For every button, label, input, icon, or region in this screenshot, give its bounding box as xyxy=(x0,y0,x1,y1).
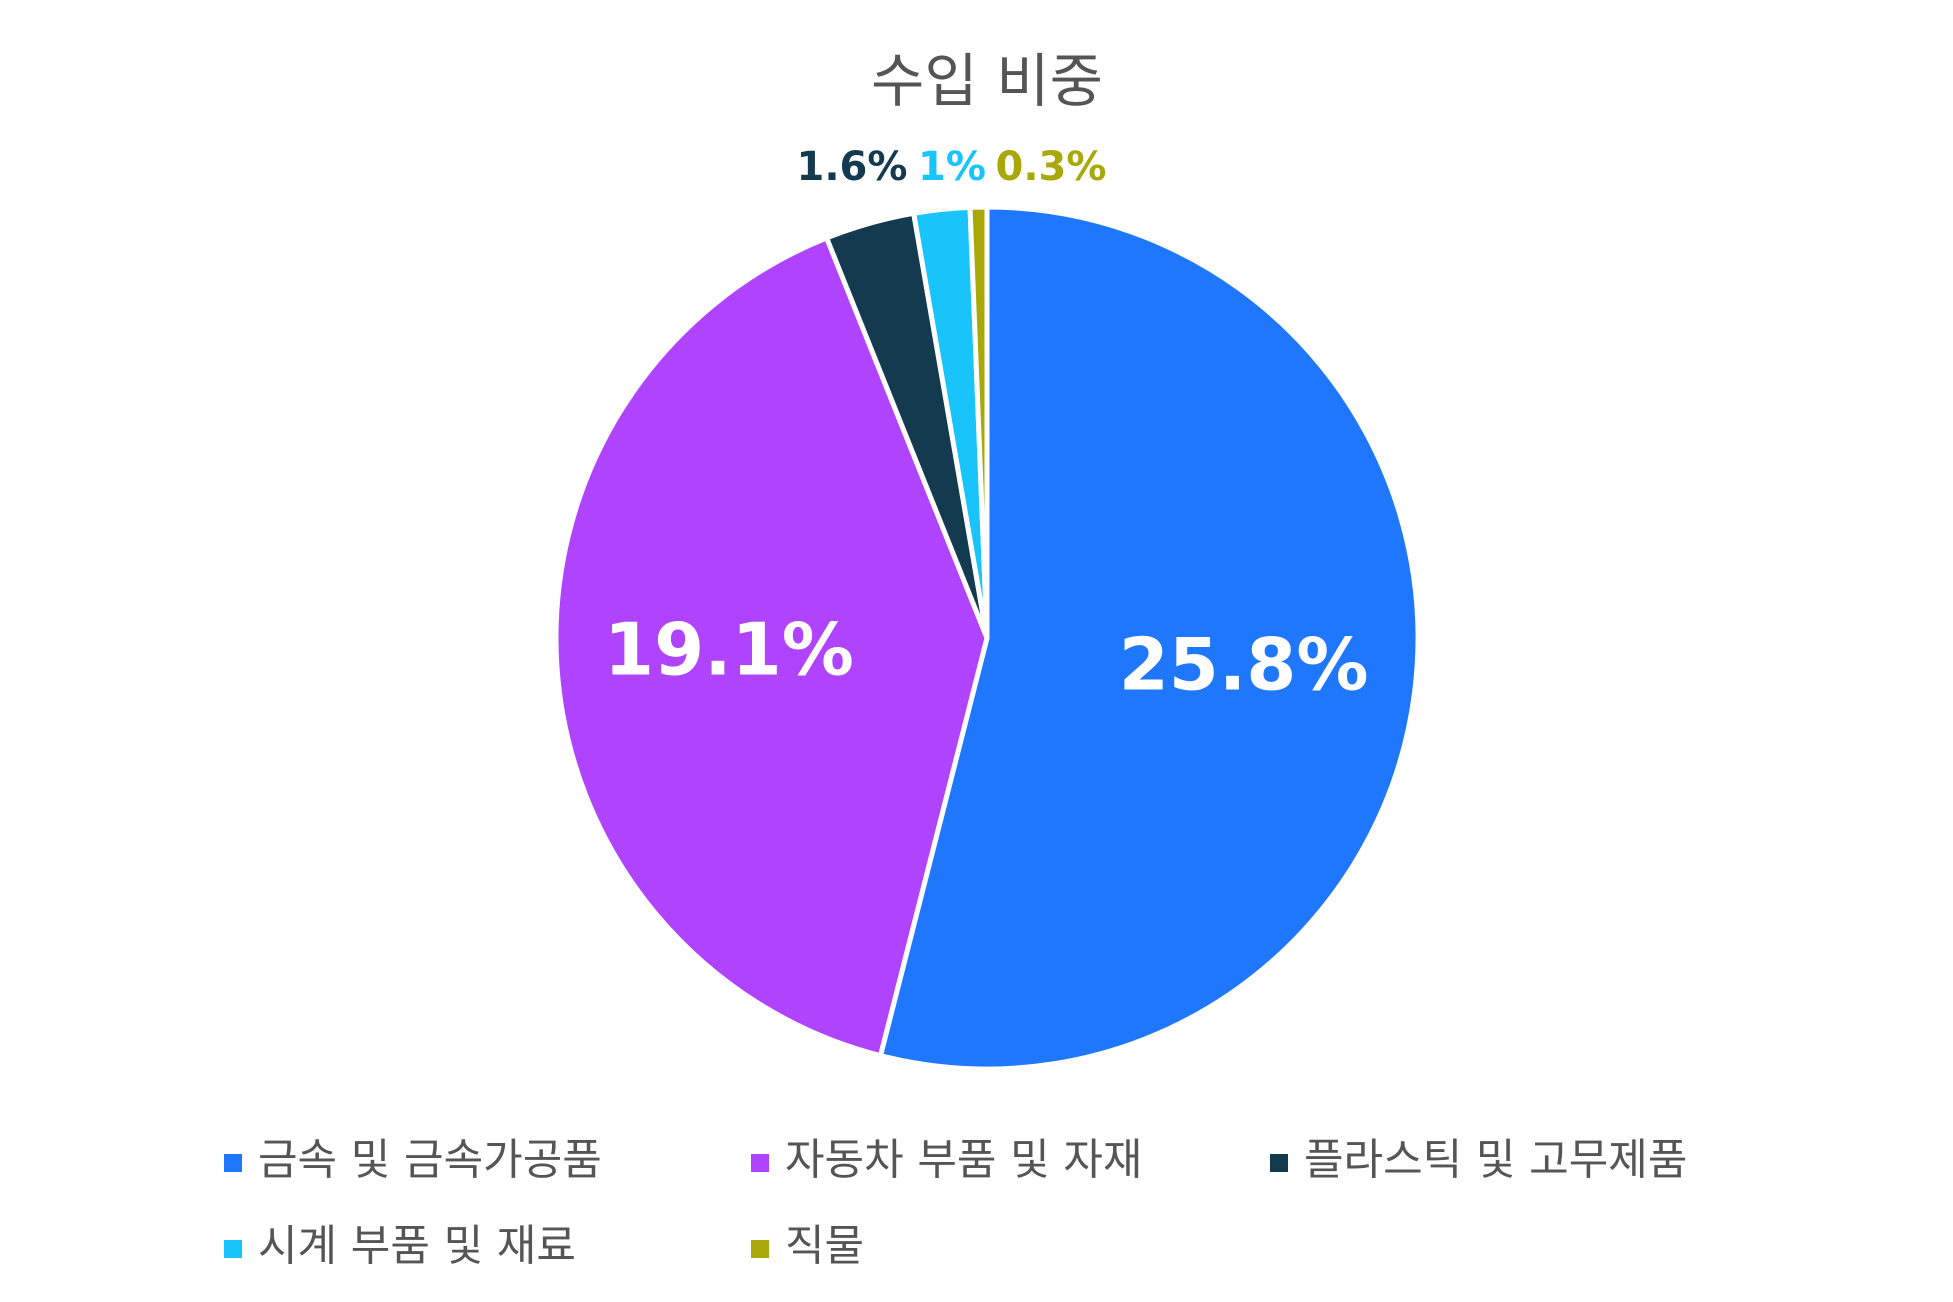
chart-title: 수입 비중 xyxy=(871,47,1103,115)
pie-slice xyxy=(967,204,990,641)
data-label: 1% xyxy=(918,144,986,190)
legend-swatch xyxy=(224,1240,242,1258)
data-label: 1.6% xyxy=(797,144,908,190)
pie-slice xyxy=(553,235,990,1059)
data-label: 0.3% xyxy=(996,144,1107,190)
data-label: 19.1% xyxy=(604,607,854,691)
legend-swatch xyxy=(1270,1154,1288,1172)
legend-swatch xyxy=(751,1240,769,1258)
legend-label: 플라스틱 및 고무제품 xyxy=(1304,1136,1687,1186)
legend-label: 직물 xyxy=(785,1222,864,1272)
legend-label: 자동차 부품 및 자재 xyxy=(785,1136,1143,1186)
legend-swatch xyxy=(224,1154,242,1172)
legend-swatch xyxy=(751,1154,769,1172)
data-label: 25.8% xyxy=(1119,623,1369,707)
pie-slice xyxy=(877,204,1421,1072)
legend-label: 금속 및 금속가공품 xyxy=(258,1136,602,1186)
legend-label: 시계 부품 및 재료 xyxy=(258,1222,576,1272)
